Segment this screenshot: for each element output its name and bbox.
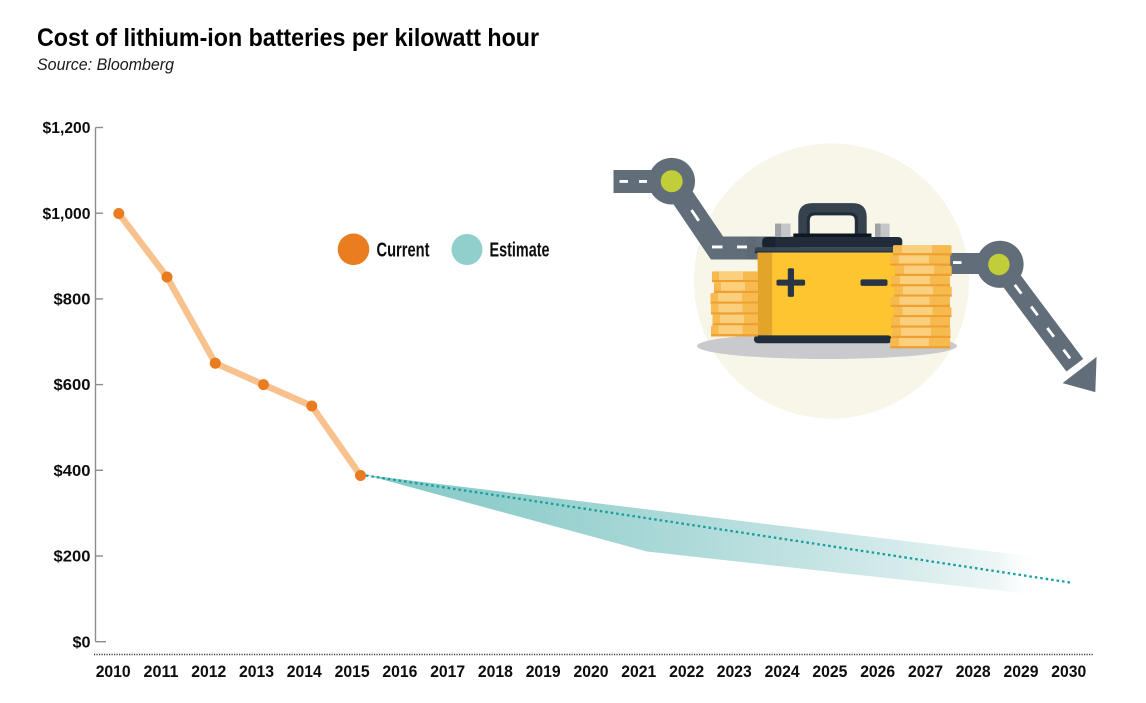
- svg-text:2027: 2027: [908, 662, 943, 681]
- svg-text:2025: 2025: [812, 662, 847, 681]
- svg-text:2021: 2021: [621, 662, 656, 681]
- svg-text:2028: 2028: [956, 662, 991, 681]
- svg-text:2019: 2019: [526, 662, 561, 681]
- svg-text:Cost of lithium-ion batteries: Cost of lithium-ion batteries per kilowa…: [37, 24, 539, 52]
- svg-text:2011: 2011: [144, 662, 179, 681]
- svg-text:2014: 2014: [287, 662, 322, 681]
- svg-text:$0: $0: [73, 634, 91, 651]
- svg-text:Estimate: Estimate: [490, 240, 550, 262]
- svg-text:$200: $200: [54, 549, 91, 566]
- svg-text:$800: $800: [54, 292, 91, 309]
- svg-text:$1,200: $1,200: [43, 120, 91, 137]
- svg-text:$400: $400: [54, 463, 91, 480]
- svg-text:2023: 2023: [717, 662, 752, 681]
- svg-text:Source: Bloomberg: Source: Bloomberg: [37, 56, 175, 74]
- svg-text:2013: 2013: [239, 662, 274, 681]
- svg-text:2020: 2020: [574, 662, 609, 681]
- svg-text:2012: 2012: [191, 662, 226, 681]
- svg-text:2010: 2010: [96, 662, 131, 681]
- svg-text:Current: Current: [377, 240, 430, 262]
- svg-text:2018: 2018: [478, 662, 513, 681]
- svg-text:2016: 2016: [382, 662, 417, 681]
- svg-text:2026: 2026: [860, 662, 895, 681]
- svg-text:2029: 2029: [1004, 662, 1039, 681]
- svg-text:2024: 2024: [765, 662, 800, 681]
- svg-text:2022: 2022: [669, 662, 704, 681]
- svg-text:$600: $600: [54, 377, 91, 394]
- svg-text:2017: 2017: [430, 662, 465, 681]
- svg-text:2030: 2030: [1051, 662, 1086, 681]
- svg-text:$1,000: $1,000: [43, 206, 91, 223]
- svg-text:2015: 2015: [335, 662, 370, 681]
